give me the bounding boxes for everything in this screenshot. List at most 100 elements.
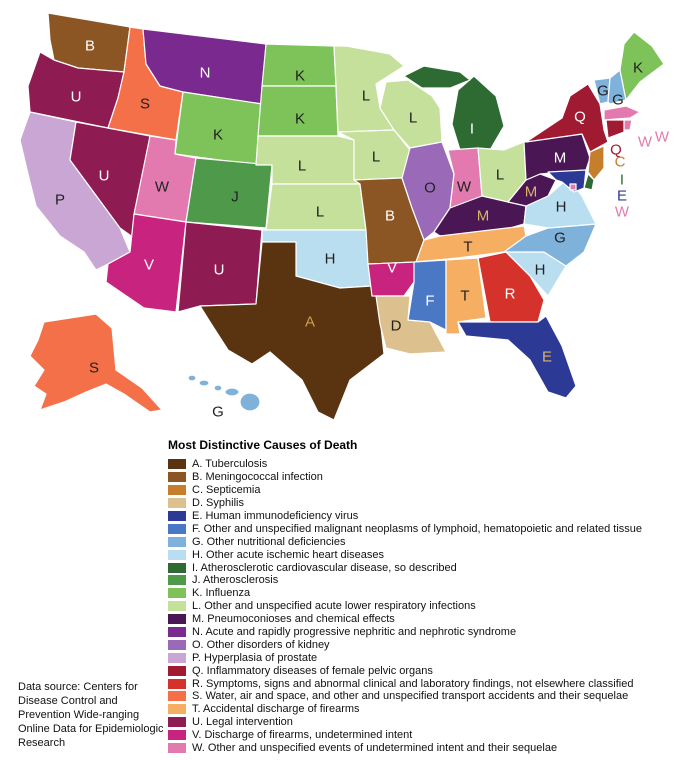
state-label-sc: H xyxy=(535,262,546,279)
state-label-az: V xyxy=(144,257,154,274)
legend-label: H. Other acute ischemic heart diseases xyxy=(192,548,384,561)
legend-label: M. Pneumoconioses and chemical effects xyxy=(192,613,395,626)
state-michigan-upper xyxy=(403,65,471,89)
state-label-vt: G xyxy=(597,83,609,100)
legend-label: I. Atherosclerotic cardiovascular diseas… xyxy=(192,561,457,574)
legend-label: U. Legal intervention xyxy=(192,716,293,729)
legend-label: F. Other and unspecified malignant neopl… xyxy=(192,522,643,535)
state-label-ca: P xyxy=(55,192,65,209)
state-label-nh: G xyxy=(612,92,624,109)
legend-label: Q. Inflammatory diseases of female pelvi… xyxy=(192,664,433,677)
state-colorado xyxy=(185,157,273,229)
legend-swatch xyxy=(168,678,186,689)
legend-item: I. Atherosclerotic cardiovascular diseas… xyxy=(168,561,688,574)
state-label-md: E xyxy=(617,188,627,205)
data-source-note: Data source: Centers for Disease Control… xyxy=(18,681,164,749)
state-new-york xyxy=(525,83,609,153)
state-label-ny: Q xyxy=(574,109,586,126)
legend-swatch xyxy=(168,498,186,509)
legend-swatch xyxy=(168,627,186,638)
legend-label: J. Atherosclerosis xyxy=(192,574,279,587)
state-texas xyxy=(199,241,385,421)
state-connecticut xyxy=(605,119,625,139)
legend-item: V. Discharge of firearms, undetermined i… xyxy=(168,729,688,742)
legend-item: A. Tuberculosis xyxy=(168,458,688,471)
state-delaware xyxy=(583,173,595,191)
legend-item: Q. Inflammatory diseases of female pelvi… xyxy=(168,664,688,677)
state-label-id: S xyxy=(140,96,150,113)
state-label-mt: N xyxy=(200,65,211,82)
legend-swatch xyxy=(168,614,186,625)
legend-swatch xyxy=(168,485,186,496)
state-label-ut: W xyxy=(155,179,170,196)
state-label-nc: G xyxy=(554,230,566,247)
legend-label: B. Meningococcal infection xyxy=(192,471,323,484)
state-label-al: T xyxy=(460,288,469,305)
state-label-il: O xyxy=(424,180,436,197)
state-label-mi: I xyxy=(470,121,474,138)
legend-swatch xyxy=(168,536,186,547)
state-label-ga: R xyxy=(505,286,516,303)
state-label-hi: G xyxy=(212,404,224,421)
state-new-jersey xyxy=(587,145,605,181)
legend-swatch xyxy=(168,730,186,741)
legend-swatch xyxy=(168,459,186,470)
legend-item: J. Atherosclerosis xyxy=(168,574,688,587)
legend-label: S. Water, air and space, and other and u… xyxy=(192,690,629,703)
state-label-wv: M xyxy=(525,184,538,201)
legend-swatch xyxy=(168,743,186,754)
legend-label: D. Syphilis xyxy=(192,497,244,510)
state-label-va: H xyxy=(556,199,567,216)
state-label-in: W xyxy=(457,179,472,196)
legend-label: A. Tuberculosis xyxy=(192,458,268,471)
legend-swatch xyxy=(168,575,186,586)
legend-item: L. Other and unspecified acute lower res… xyxy=(168,600,688,613)
legend-swatch xyxy=(168,588,186,599)
legend-label: G. Other nutritional deficiencies xyxy=(192,535,346,548)
us-states-map: B U P U S N K W V J U K K L L H A L L B … xyxy=(19,12,670,421)
state-label-pa: M xyxy=(554,150,567,167)
state-label-wa: B xyxy=(85,38,95,55)
legend-item: M. Pneumoconioses and chemical effects xyxy=(168,613,688,626)
state-label-ar: V xyxy=(387,260,397,277)
legend-item: B. Meningococcal infection xyxy=(168,471,688,484)
legend-label: E. Human immunodeficiency virus xyxy=(192,510,359,522)
legend-swatch xyxy=(168,652,186,663)
legend-item: C. Septicemia xyxy=(168,484,688,497)
legend-item: P. Hyperplasia of prostate xyxy=(168,651,688,664)
legend-label: V. Discharge of firearms, undetermined i… xyxy=(192,729,413,742)
legend-label: T. Accidental discharge of firearms xyxy=(192,703,360,716)
state-louisiana xyxy=(375,295,447,355)
legend-item: W. Other and unspecified events of undet… xyxy=(168,742,688,755)
legend-swatch xyxy=(168,511,186,521)
state-label-nm: U xyxy=(214,262,225,279)
state-michigan xyxy=(451,75,505,151)
legend-swatch xyxy=(168,704,186,715)
state-district-of-columbia xyxy=(569,183,577,191)
legend-item: F. Other and unspecified malignant neopl… xyxy=(168,522,688,535)
legend-title: Most Distinctive Causes of Death xyxy=(168,438,358,452)
state-maine xyxy=(619,31,665,101)
legend-item: R. Symptoms, signs and abnormal clinical… xyxy=(168,677,688,690)
legend-label: P. Hyperplasia of prostate xyxy=(192,651,318,664)
state-label-nv: U xyxy=(99,168,110,185)
legend-swatch xyxy=(168,523,186,534)
state-label-co: J xyxy=(231,189,239,206)
state-alaska xyxy=(29,313,163,413)
legend-swatch xyxy=(168,601,186,612)
state-label-tn: T xyxy=(463,239,472,256)
legend-label: O. Other disorders of kidney xyxy=(192,638,330,651)
state-label-ok: H xyxy=(325,251,336,268)
legend-label: R. Symptoms, signs and abnormal clinical… xyxy=(192,677,634,690)
legend-label: K. Influenza xyxy=(192,587,251,600)
state-label-ky: M xyxy=(477,208,490,225)
state-label-fl: E xyxy=(542,349,552,366)
state-label-ma: W xyxy=(655,129,670,146)
state-label-mn: L xyxy=(362,88,370,105)
state-label-nj: C xyxy=(615,154,626,171)
state-label-mo: B xyxy=(385,208,395,225)
state-label-tx: A xyxy=(305,314,315,331)
state-label-ri: W xyxy=(638,134,653,151)
state-tennessee xyxy=(415,225,527,263)
state-labels: B U P U S N K W V J U K K L L H A L L B … xyxy=(55,38,670,421)
